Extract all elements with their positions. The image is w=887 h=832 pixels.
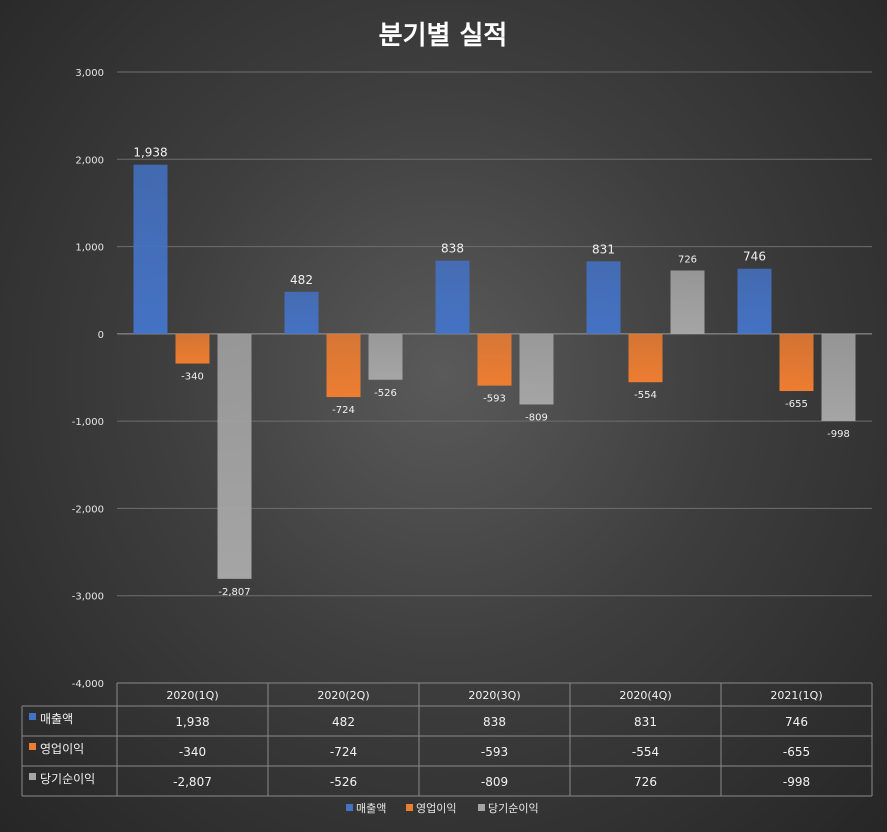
table-row-label: 영업이익 (40, 742, 84, 756)
data-label: -554 (634, 390, 657, 401)
data-label: 838 (441, 242, 464, 256)
bar-매출액-2020(2Q) (284, 291, 319, 334)
bar-당기순이익-2020(4Q) (670, 270, 705, 334)
data-label: -593 (483, 394, 506, 405)
bar-매출액-2020(1Q) (133, 164, 168, 334)
data-label: -724 (332, 405, 355, 416)
table-cell: 831 (634, 715, 657, 729)
data-label: -526 (374, 388, 397, 399)
y-tick-label: 1,000 (75, 243, 104, 254)
bar-영업이익-2020(1Q) (175, 333, 210, 364)
bar-당기순이익-2020(1Q) (217, 333, 252, 579)
y-tick-label: 0 (98, 330, 104, 341)
bar-당기순이익-2021(1Q) (821, 333, 856, 421)
table-header: 2020(1Q) (166, 689, 218, 702)
bar-영업이익-2020(3Q) (477, 333, 512, 386)
y-tick-label: 2,000 (75, 155, 104, 166)
data-label: -340 (181, 372, 204, 383)
table-cell: 746 (785, 715, 808, 729)
legend: 매출액 영업이익 당기순이익 (346, 802, 539, 815)
data-label: 831 (592, 242, 615, 256)
table-cell: -809 (481, 775, 508, 789)
table-key-영업이익 (29, 743, 36, 750)
y-tick-label: -2,000 (72, 504, 104, 515)
table-cell: 482 (332, 715, 355, 729)
data-label: -655 (785, 399, 808, 410)
table-header: 2020(4Q) (619, 689, 671, 702)
y-axis: 3,000 2,000 1,000 0 -1,000 -2,000 -3,000 -4,000 (72, 68, 104, 690)
table-key-당기순이익 (29, 773, 36, 780)
data-label: 482 (290, 273, 313, 287)
table-cell: -2,807 (173, 775, 212, 789)
legend-key-당기순이익 (478, 804, 485, 811)
table-cell: -526 (330, 775, 357, 789)
table-cell: -554 (632, 745, 659, 759)
data-labels: 1,938 -340 -2,807 482 -724 -526 838 -593 -809 831… (133, 146, 850, 598)
y-tick-label: -4,000 (72, 679, 104, 690)
table-cell: -593 (481, 745, 508, 759)
legend-key-매출액 (346, 804, 353, 811)
y-tick-label: -1,000 (72, 417, 104, 428)
bar-매출액-2021(1Q) (737, 268, 772, 334)
table-header: 2021(1Q) (770, 689, 822, 702)
table-header: 2020(2Q) (317, 689, 369, 702)
table-cell: 838 (483, 715, 506, 729)
table-row-label: 당기순이익 (40, 772, 95, 786)
y-tick-label: -3,000 (72, 592, 104, 603)
bar-영업이익-2021(1Q) (779, 333, 814, 392)
chart-title: 분기별 실적 (379, 21, 508, 51)
table-row-label: 매출액 (40, 712, 73, 726)
data-label: -2,807 (218, 587, 250, 598)
table-cell: 1,938 (175, 715, 209, 729)
data-table: 2020(1Q) 2020(2Q) 2020(3Q) 2020(4Q) 2021(1Q)… (21, 682, 873, 797)
legend-label: 당기순이익 (488, 802, 539, 815)
bar-영업이익-2020(4Q) (628, 333, 663, 383)
table-cell: -655 (783, 745, 810, 759)
bars (133, 164, 856, 579)
table-cell: -340 (179, 745, 206, 759)
y-tick-label: 3,000 (75, 68, 104, 79)
legend-key-영업이익 (406, 804, 413, 811)
data-label: -809 (525, 412, 548, 423)
table-key-매출액 (29, 713, 36, 720)
table-cell: -724 (330, 745, 357, 759)
bar-매출액-2020(3Q) (435, 260, 470, 334)
bar-당기순이익-2020(3Q) (519, 333, 554, 405)
bar-당기순이익-2020(2Q) (368, 333, 403, 380)
table-cell: -998 (783, 775, 810, 789)
legend-label: 영업이익 (416, 802, 456, 815)
data-label: 746 (743, 250, 766, 264)
data-label: 726 (678, 254, 697, 265)
bar-매출액-2020(4Q) (586, 261, 621, 334)
table-cell: 726 (634, 775, 657, 789)
table-header: 2020(3Q) (468, 689, 520, 702)
data-label: 1,938 (133, 146, 167, 160)
data-label: -998 (827, 429, 850, 440)
bar-영업이익-2020(2Q) (326, 333, 361, 398)
legend-label: 매출액 (356, 802, 386, 815)
